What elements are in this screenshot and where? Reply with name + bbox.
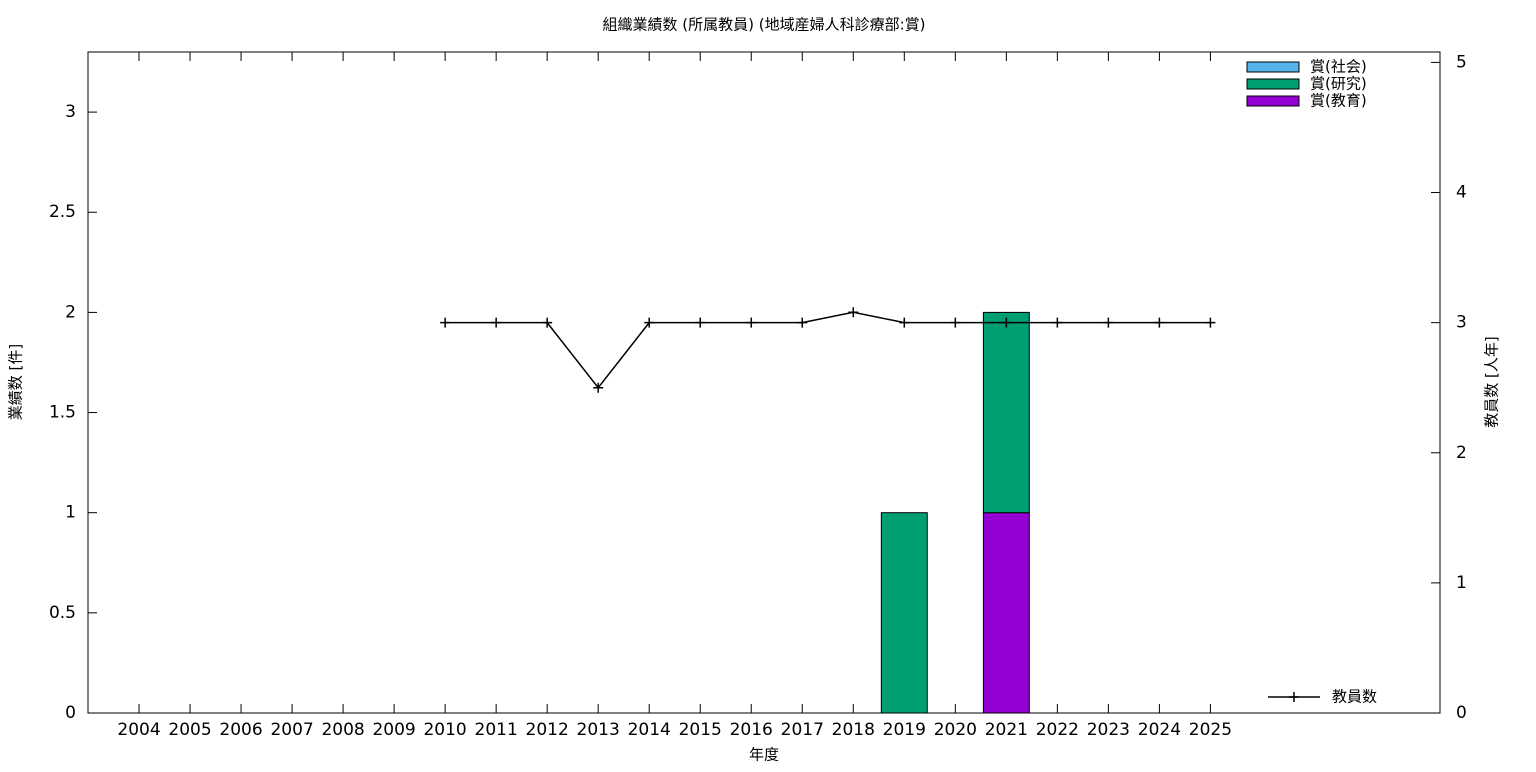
point-marker xyxy=(899,317,910,328)
point-marker xyxy=(542,317,553,328)
y-axis-label: 業績数 [件] xyxy=(7,344,25,420)
x-tick-label: 2010 xyxy=(423,720,466,740)
y-tick-label: 1.5 xyxy=(49,403,76,423)
point-marker xyxy=(1001,317,1012,328)
point-marker xyxy=(593,382,604,393)
x-tick-label: 2013 xyxy=(577,720,620,740)
y-tick-label: 2.5 xyxy=(49,202,76,222)
plot-frame xyxy=(87,51,1441,714)
point-marker xyxy=(644,317,655,328)
y-tick-label: 1 xyxy=(65,503,76,523)
bar xyxy=(982,512,1030,714)
point-marker xyxy=(1052,317,1063,328)
y-tick-label: 0.5 xyxy=(49,603,76,623)
point-marker xyxy=(746,317,757,328)
x-tick-label: 2019 xyxy=(883,720,926,740)
point-marker xyxy=(1154,317,1165,328)
x-tick-label: 2016 xyxy=(730,720,773,740)
legend-swatch xyxy=(1246,95,1300,107)
point-marker xyxy=(1103,317,1114,328)
y-tick-label: 0 xyxy=(65,703,76,723)
x-tick-label: 2009 xyxy=(372,720,415,740)
x-tick-label: 2011 xyxy=(475,720,518,740)
x-tick-label: 2021 xyxy=(985,720,1028,740)
y-tick-label: 3 xyxy=(65,102,76,122)
y2-axis-label: 教員数 [人年] xyxy=(1483,336,1501,427)
y2-tick-label: 3 xyxy=(1456,313,1467,333)
point-marker xyxy=(1205,317,1216,328)
x-tick-label: 2005 xyxy=(168,720,211,740)
x-tick-label: 2017 xyxy=(781,720,824,740)
legend-swatch xyxy=(1246,78,1300,90)
point-marker xyxy=(491,317,502,328)
point-marker xyxy=(797,317,808,328)
legend-label: 賞(研究) xyxy=(1310,75,1367,93)
x-tick-label: 2020 xyxy=(934,720,977,740)
x-tick-label: 2006 xyxy=(219,720,262,740)
x-axis-label: 年度 xyxy=(749,746,779,764)
y2-tick-label: 4 xyxy=(1456,183,1467,203)
x-tick-label: 2004 xyxy=(117,720,160,740)
legend-swatch xyxy=(1246,61,1300,73)
point-marker xyxy=(440,317,451,328)
point-marker xyxy=(950,317,961,328)
point-marker xyxy=(848,307,859,318)
legend-label: 教員数 xyxy=(1332,688,1377,706)
bar xyxy=(982,311,1030,514)
x-tick-label: 2024 xyxy=(1138,720,1181,740)
x-tick-label: 2018 xyxy=(832,720,875,740)
x-tick-label: 2023 xyxy=(1087,720,1130,740)
x-tick-label: 2014 xyxy=(628,720,671,740)
line xyxy=(445,311,1211,389)
y-tick-label: 2 xyxy=(65,302,76,322)
legend-marker xyxy=(1289,692,1299,702)
y2-tick-label: 1 xyxy=(1456,573,1467,593)
point-marker xyxy=(695,317,706,328)
x-tick-label: 2008 xyxy=(321,720,364,740)
y2-tick-label: 2 xyxy=(1456,443,1467,463)
bar xyxy=(880,512,928,714)
legend-label: 賞(教育) xyxy=(1310,92,1367,110)
x-tick-label: 2022 xyxy=(1036,720,1079,740)
y2-tick-label: 5 xyxy=(1456,52,1467,72)
y2-tick-label: 0 xyxy=(1456,703,1467,723)
x-tick-label: 2012 xyxy=(526,720,569,740)
x-tick-label: 2015 xyxy=(679,720,722,740)
x-tick-label: 2025 xyxy=(1189,720,1232,740)
legend-label: 賞(社会) xyxy=(1310,58,1367,76)
chart-title: 組織業績数 (所属教員) (地域産婦人科診療部:賞) xyxy=(602,16,925,34)
x-tick-label: 2007 xyxy=(270,720,313,740)
